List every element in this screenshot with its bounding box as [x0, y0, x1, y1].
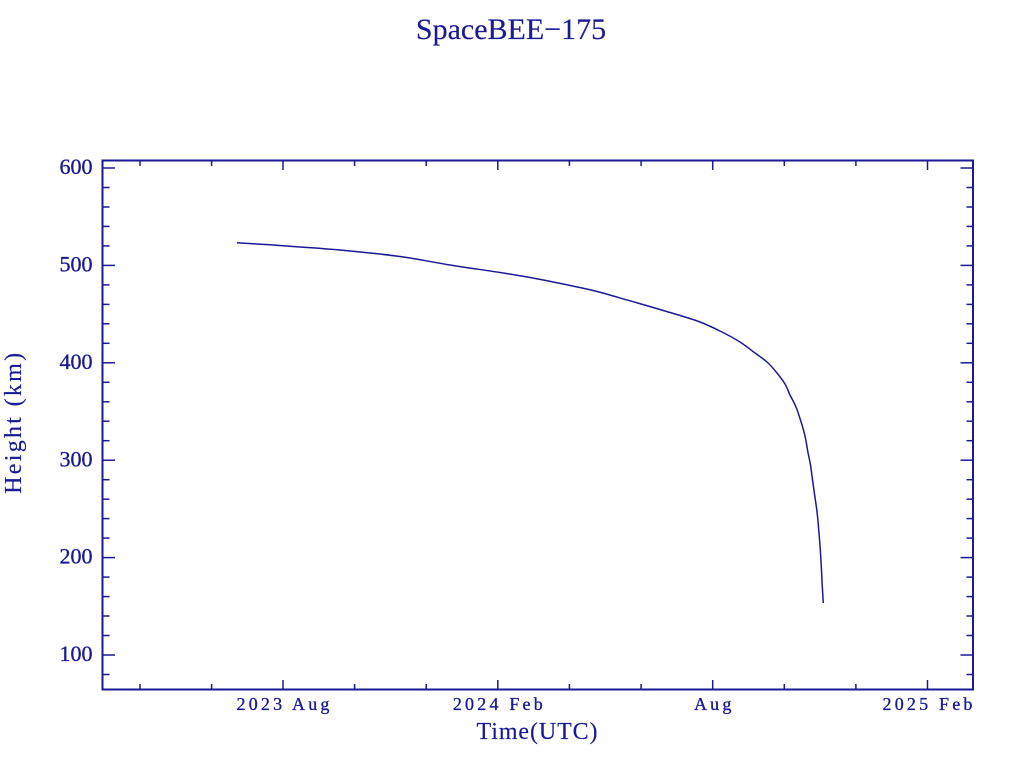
svg-text:600: 600 — [60, 154, 93, 179]
svg-text:500: 500 — [60, 252, 93, 277]
svg-text:200: 200 — [60, 544, 93, 569]
svg-text:Height (km): Height (km) — [1, 351, 27, 494]
svg-text:2024 Feb: 2024 Feb — [453, 694, 546, 714]
svg-text:300: 300 — [60, 446, 93, 471]
svg-text:2025 Feb: 2025 Feb — [883, 694, 976, 714]
svg-text:400: 400 — [60, 349, 93, 374]
svg-text:SpaceBEE−175: SpaceBEE−175 — [416, 13, 606, 46]
svg-text:Time(UTC): Time(UTC) — [477, 719, 599, 745]
svg-text:100: 100 — [60, 641, 93, 666]
svg-text:Aug: Aug — [694, 694, 735, 714]
svg-text:2023 Aug: 2023 Aug — [237, 694, 333, 714]
